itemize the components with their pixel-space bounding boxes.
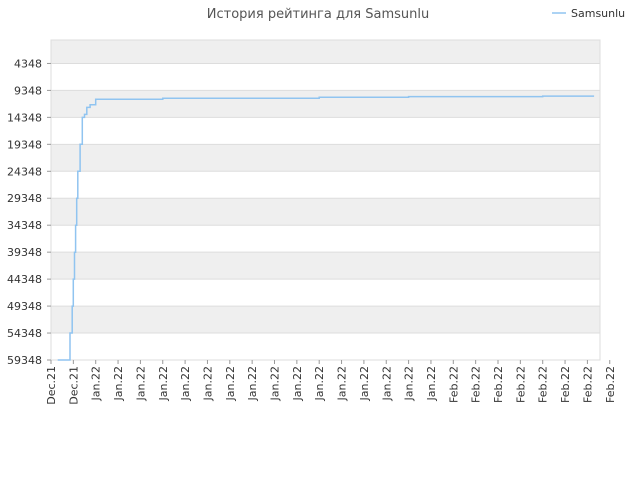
y-tick-label: 44348 bbox=[7, 273, 42, 286]
plot-band bbox=[51, 306, 600, 334]
x-tick-label: Jan.22 bbox=[313, 366, 326, 401]
y-tick-label: 29348 bbox=[7, 192, 42, 205]
plot-band bbox=[51, 63, 600, 91]
x-tick-label: Jan.22 bbox=[90, 366, 103, 401]
y-tick-label: 39348 bbox=[7, 246, 42, 259]
x-tick-label: Jan.22 bbox=[425, 366, 438, 401]
plot-band bbox=[51, 144, 600, 172]
x-axis-ticks: Dec.21 Dec.21 Jan.22 Jan.22 Jan.22 Jan.22 Jan.… bbox=[45, 360, 617, 405]
legend-label-samsunlu: Samsunlu bbox=[571, 7, 625, 20]
y-tick-label: 54348 bbox=[7, 327, 42, 340]
chart-title: История рейтинга для Samsunlu bbox=[207, 7, 429, 22]
y-tick-label: 14348 bbox=[7, 111, 42, 124]
plot-background-bands bbox=[51, 40, 600, 360]
x-tick-label: Jan.22 bbox=[112, 366, 125, 401]
x-tick-label: Jan.22 bbox=[380, 366, 393, 401]
y-tick-label: 59348 bbox=[7, 354, 42, 367]
y-axis-ticks: 4348 9348 14348 19348 24348 29348 34348 39348 44… bbox=[7, 57, 51, 367]
series-line-samsunlu bbox=[57, 95, 595, 361]
y-tick-label: 34348 bbox=[7, 219, 42, 232]
x-tick-label: Feb.22 bbox=[447, 366, 460, 403]
x-tick-label: Dec.21 bbox=[45, 366, 58, 405]
plot-band bbox=[51, 198, 600, 226]
x-tick-label: Jan.22 bbox=[291, 366, 304, 401]
x-tick-label: Feb.22 bbox=[581, 366, 594, 403]
x-tick-label: Feb.22 bbox=[514, 366, 527, 403]
y-tick-label: 4348 bbox=[14, 57, 42, 70]
x-tick-label: Jan.22 bbox=[358, 366, 371, 401]
y-tick-label: 9348 bbox=[14, 84, 42, 97]
x-tick-label: Feb.22 bbox=[604, 366, 617, 403]
y-tick-label: 24348 bbox=[7, 165, 42, 178]
x-tick-label: Jan.22 bbox=[336, 366, 349, 401]
y-tick-label: 49348 bbox=[7, 300, 42, 313]
x-tick-label: Jan.22 bbox=[269, 366, 282, 401]
plot-frame bbox=[50, 39, 601, 361]
x-tick-label: Jan.22 bbox=[157, 366, 170, 401]
x-tick-label: Feb.22 bbox=[470, 366, 483, 403]
x-tick-label: Dec.21 bbox=[67, 366, 80, 405]
plot-band bbox=[51, 171, 600, 199]
plot-band bbox=[51, 279, 600, 307]
plot-band bbox=[51, 117, 600, 145]
plot-band bbox=[51, 333, 600, 360]
legend: Samsunlu bbox=[552, 7, 625, 20]
plot-band bbox=[51, 90, 600, 118]
plot-band bbox=[51, 252, 600, 280]
series-layer bbox=[57, 95, 595, 361]
x-tick-label: Feb.22 bbox=[537, 366, 550, 403]
x-tick-label: Jan.22 bbox=[201, 366, 214, 401]
x-tick-label: Feb.22 bbox=[559, 366, 572, 403]
plot-band bbox=[51, 40, 600, 64]
x-tick-label: Jan.22 bbox=[134, 366, 147, 401]
x-tick-label: Jan.22 bbox=[403, 366, 416, 401]
x-tick-label: Jan.22 bbox=[224, 366, 237, 401]
y-tick-label: 19348 bbox=[7, 138, 42, 151]
x-tick-label: Jan.22 bbox=[179, 366, 192, 401]
x-tick-label: Jan.22 bbox=[246, 366, 259, 401]
plot-band bbox=[51, 225, 600, 253]
x-tick-label: Feb.22 bbox=[492, 366, 505, 403]
